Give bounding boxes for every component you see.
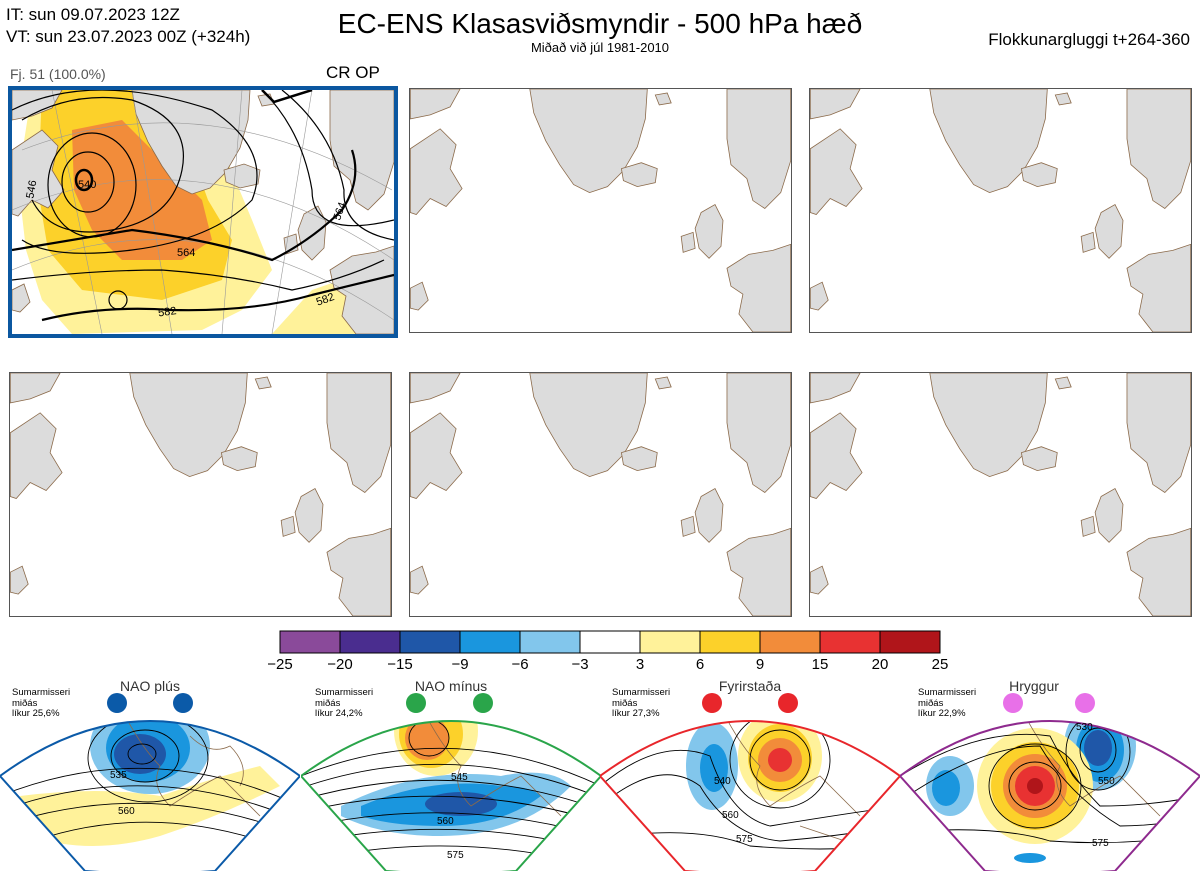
colorbar-tick-label: −15	[387, 656, 413, 673]
colorbar-tick-label: 3	[635, 656, 645, 673]
colorbar-tick-label: 6	[695, 656, 705, 673]
regime-ridge: 530 550 575 Sumarmisseri miðás líkur 22,…	[898, 676, 1200, 875]
colorbar-swatch	[699, 630, 761, 654]
regime-contour-label: 545	[451, 772, 468, 783]
regime-name: Fyrirstaða	[718, 678, 782, 694]
regime-map: 530 550 575	[898, 693, 1200, 875]
initial-time: IT: sun 09.07.2023 12Z	[6, 5, 180, 24]
colorbar-swatch	[759, 630, 821, 654]
regime-name: NAO plús	[120, 678, 180, 694]
regime-marker	[406, 693, 426, 713]
cluster-map-1-svg: 540 546 564 582 564 582	[12, 90, 394, 334]
regime-info: Sumarmisseri miðás líkur 24,2%	[315, 687, 374, 719]
regime-map: 540 560 575	[598, 693, 902, 875]
colorbar-swatch	[819, 630, 881, 654]
empty-map-svg	[810, 373, 1191, 616]
cluster-tag: CR OP	[326, 63, 380, 82]
contour-label: 564	[331, 201, 349, 222]
cluster-map-3[interactable]	[809, 88, 1192, 333]
colorbar-tick-label: 15	[811, 656, 829, 673]
page-title: EC-ENS Klasasviðsmyndir - 500 hPa hæð	[337, 8, 863, 39]
regime-marker	[473, 693, 493, 713]
valid-time: VT: sun 23.07.2023 00Z (+324h)	[6, 27, 251, 46]
regime-name: NAO mínus	[414, 678, 488, 694]
regime-marker	[702, 693, 722, 713]
colorbar-swatches	[279, 630, 941, 654]
colorbar-tick-label: −25	[267, 656, 293, 673]
empty-map-svg	[810, 89, 1191, 332]
colorbar-tick-label: 20	[871, 656, 889, 673]
colorbar-tick-label: −3	[571, 656, 589, 673]
regime-nao-plus: 535 560 Sumarmisseri miðás líkur 25,6% N…	[0, 676, 302, 875]
regime-map: 535 560	[0, 693, 302, 875]
contour-label: 546	[24, 179, 39, 199]
colorbar-swatch	[879, 630, 941, 654]
colorbar-swatch	[459, 630, 521, 654]
regime-info: Sumarmisseri miðás líkur 25,6%	[12, 687, 71, 719]
regime-contour-label: 575	[1092, 838, 1109, 849]
empty-map-svg	[410, 89, 791, 332]
colorbar-swatch	[339, 630, 401, 654]
cluster-map-2[interactable]	[409, 88, 792, 333]
regime-nao-minus: 545 560 575 Sumarmisseri miðás líkur 24,…	[299, 676, 603, 875]
regime-contour-label: 560	[118, 806, 135, 817]
colorbar-tick-label: −20	[327, 656, 353, 673]
contour-label: 582	[315, 291, 336, 309]
regime-marker	[778, 693, 798, 713]
colorbar-tick-label: 25	[931, 656, 949, 673]
regime-marker	[1003, 693, 1023, 713]
colorbar-tick-label: 9	[755, 656, 765, 673]
regime-name: Hryggur	[1009, 678, 1059, 694]
contour-label: 564	[177, 247, 195, 259]
regime-marker	[107, 693, 127, 713]
colorbar-swatch	[519, 630, 581, 654]
empty-map-svg	[10, 373, 391, 616]
colorbar: −25 −20 −15 −9 −6 −3 3 6 9 15 20 25	[262, 630, 962, 676]
regime-contour-label: 535	[110, 770, 127, 781]
contour-label: 582	[157, 305, 177, 319]
regime-blocking: 540 560 575 Sumarmisseri miðás líkur 27,…	[598, 676, 902, 875]
regime-contour-label: 540	[714, 776, 731, 787]
regime-marker	[173, 693, 193, 713]
regime-contour-label: 560	[722, 810, 739, 821]
cluster-map-1[interactable]: 540 546 564 582 564 582	[8, 86, 398, 338]
empty-map-svg	[410, 373, 791, 616]
regime-contour-label: 560	[437, 816, 454, 827]
contour-label: 540	[78, 179, 96, 191]
colorbar-tick-label: −9	[451, 656, 469, 673]
page-subtitle: Miðað við júl 1981-2010	[530, 40, 670, 55]
colorbar-swatch	[279, 630, 341, 654]
colorbar-tick-label: −6	[511, 656, 529, 673]
regime-info: Sumarmisseri miðás líkur 27,3%	[612, 687, 671, 719]
regime-marker	[1075, 693, 1095, 713]
cluster-member-count: Fj. 51 (100.0%)	[10, 66, 106, 82]
colorbar-swatch	[579, 630, 641, 654]
classification-window: Flokkunargluggi t+264-360	[988, 30, 1190, 49]
cluster-map-6[interactable]	[809, 372, 1192, 617]
header-times: IT: sun 09.07.2023 12Z VT: sun 23.07.202…	[6, 4, 250, 48]
cluster-map-4[interactable]	[9, 372, 392, 617]
colorbar-swatch	[399, 630, 461, 654]
cluster-map-5[interactable]	[409, 372, 792, 617]
regime-contour-label: 575	[447, 850, 464, 861]
regime-info: Sumarmisseri miðás líkur 22,9%	[918, 687, 977, 719]
colorbar-swatch	[639, 630, 701, 654]
regime-map: 545 560 575	[299, 693, 603, 875]
regime-contour-label: 575	[736, 834, 753, 845]
regime-contour-label: 550	[1098, 776, 1115, 787]
regime-contour-label: 530	[1076, 722, 1093, 733]
